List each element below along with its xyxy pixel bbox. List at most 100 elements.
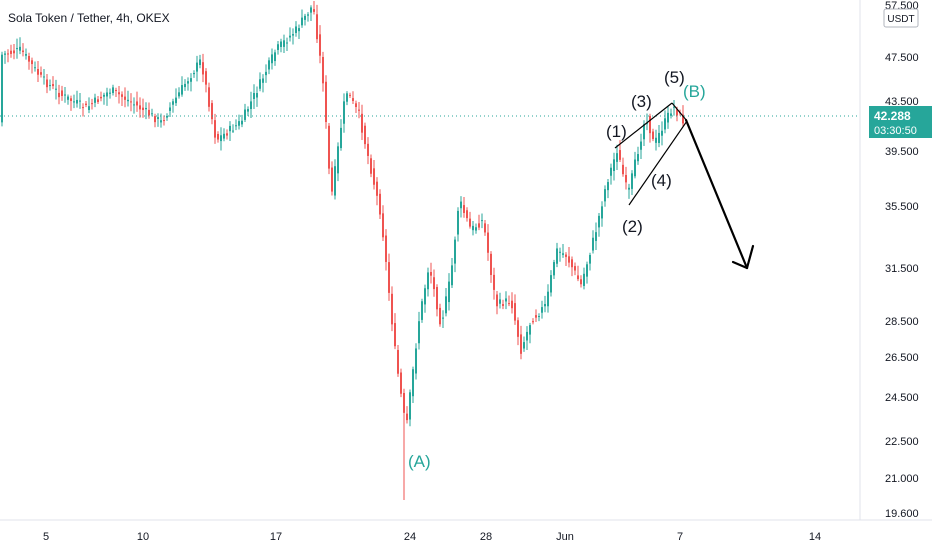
candle-body: [574, 266, 576, 271]
candle-body: [553, 262, 555, 276]
candle-body: [532, 321, 534, 323]
candle-body: [340, 127, 342, 149]
candle-body: [568, 256, 570, 263]
candle-body: [265, 71, 267, 76]
arrow-head-left: [731, 260, 749, 270]
time-tick-label: Jun: [556, 531, 574, 543]
candle-body: [94, 97, 96, 103]
candle-body: [109, 92, 111, 94]
candle-body: [457, 210, 459, 235]
wave-label-b[interactable]: (B): [683, 82, 706, 101]
last-price-value: 42.288: [874, 109, 911, 123]
wave-label-3[interactable]: (3): [631, 92, 652, 111]
candle-body: [22, 50, 24, 53]
candle-body: [619, 150, 621, 160]
wave-label-1[interactable]: (1): [606, 122, 627, 141]
candle-body: [67, 96, 69, 100]
candle-body: [52, 84, 54, 87]
wedge-connector[interactable]: [671, 102, 688, 122]
candle-body: [325, 81, 327, 123]
price-tick-label: 24.500: [885, 392, 919, 404]
candle-body: [241, 120, 243, 125]
candle-body: [460, 201, 462, 209]
candle-body: [196, 62, 198, 72]
candle-body: [298, 28, 300, 32]
candle-body: [520, 334, 522, 354]
candle-body: [655, 137, 657, 143]
candle-body: [145, 107, 147, 110]
candle-body: [310, 7, 312, 13]
candle-body: [274, 52, 276, 62]
candle-body: [370, 158, 372, 174]
candle-body: [622, 164, 624, 175]
candle-body: [430, 272, 432, 276]
wedge-lower-line[interactable]: [628, 120, 688, 206]
candle-body: [445, 296, 447, 314]
candle-body: [634, 159, 636, 177]
candle-body: [556, 248, 558, 264]
price-tick-label: 22.500: [885, 436, 919, 448]
candle-body: [355, 103, 357, 108]
candle-body: [148, 109, 150, 116]
candle-body: [229, 125, 231, 132]
currency-badge[interactable]: [883, 8, 919, 28]
candle-body: [307, 14, 309, 16]
candle-body: [124, 96, 126, 100]
wave-label-5[interactable]: (5): [664, 68, 685, 87]
candle-body: [571, 259, 573, 268]
candle-body: [544, 304, 546, 307]
candle-body: [379, 193, 381, 215]
candle-body: [388, 262, 390, 293]
candle-body: [4, 53, 6, 55]
wave-label-2[interactable]: (2): [622, 217, 643, 236]
candle-body: [115, 90, 117, 92]
wedge-drawing[interactable]: [614, 102, 688, 206]
time-axis[interactable]: [0, 520, 932, 550]
candle-body: [97, 99, 99, 102]
candle-body: [349, 94, 351, 96]
wedge-upper-line[interactable]: [614, 102, 673, 149]
candle-body: [121, 94, 123, 97]
candle-body: [7, 53, 9, 55]
arrow-head-right: [745, 244, 755, 270]
candle-body: [628, 187, 630, 190]
candle-body: [334, 166, 336, 196]
candle-body: [28, 55, 30, 62]
candle-body: [73, 101, 75, 103]
projection-arrow[interactable]: [684, 118, 755, 270]
time-tick-label: 28: [480, 531, 492, 543]
candle-body: [472, 225, 474, 231]
wave-label-4[interactable]: (4): [651, 171, 672, 190]
price-axis[interactable]: [860, 0, 932, 520]
candle-body: [103, 94, 105, 97]
candle-body: [160, 120, 162, 123]
candle-body: [673, 106, 675, 108]
time-axis-ticks: 5 10 17 24 28 Jun 7 14: [43, 531, 821, 543]
candle-body: [364, 125, 366, 145]
candle-body: [205, 71, 207, 85]
candle-body: [166, 115, 168, 118]
candle-body: [211, 103, 213, 120]
wave-label-a[interactable]: (A): [408, 452, 431, 471]
candle-body: [613, 159, 615, 172]
candle-body: [385, 235, 387, 262]
candle-body: [40, 72, 42, 75]
candle-body: [328, 125, 330, 169]
candle-body: [136, 101, 138, 106]
candle-body: [187, 81, 189, 84]
candle-body: [361, 113, 363, 133]
candle-body: [322, 56, 324, 84]
candle-body: [580, 279, 582, 285]
time-tick-label: 7: [677, 531, 683, 543]
candle-body: [367, 143, 369, 156]
candle-body: [652, 131, 654, 139]
candle-body: [91, 103, 93, 105]
candle-body: [202, 62, 204, 75]
candle-body: [670, 113, 672, 116]
candle-body: [649, 115, 651, 134]
candle-body: [631, 173, 633, 189]
candle-body: [664, 118, 666, 130]
candle-body: [64, 94, 66, 96]
time-tick-label: 5: [43, 531, 49, 543]
